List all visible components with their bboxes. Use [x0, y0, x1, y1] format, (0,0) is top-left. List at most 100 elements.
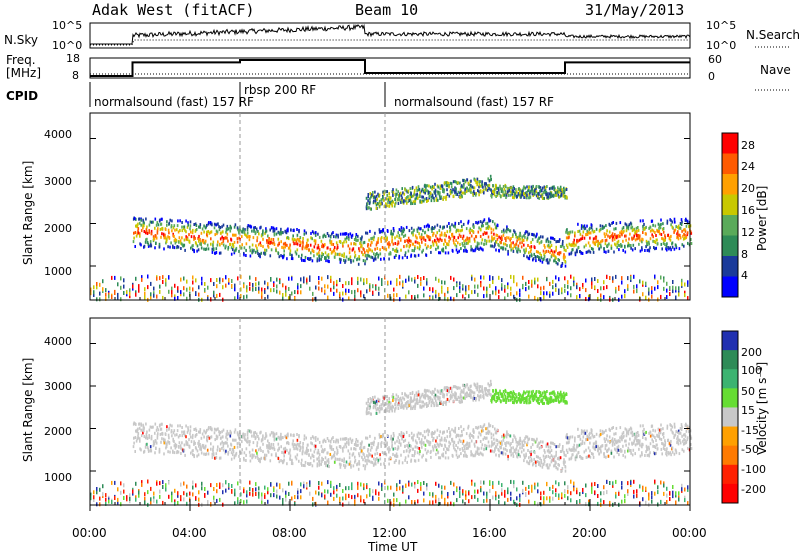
velocity-cell — [222, 435, 224, 439]
velocity-cell — [687, 446, 689, 450]
power-cell — [144, 231, 147, 235]
velocity-cell — [324, 456, 327, 460]
power-cell — [485, 182, 487, 186]
power-cell — [506, 225, 508, 229]
power-cell — [400, 237, 402, 241]
power-cell — [352, 259, 355, 263]
power-cell — [296, 242, 299, 246]
power-cell — [523, 234, 525, 238]
power-cell — [659, 223, 661, 227]
power-cell — [576, 238, 578, 242]
power-cell — [215, 247, 218, 251]
power-cell — [370, 195, 372, 199]
power-near-range-cell — [669, 292, 671, 296]
power-cell — [420, 227, 422, 231]
power-cell — [614, 233, 616, 237]
power-cell — [306, 238, 309, 242]
velocity-cell — [342, 437, 344, 441]
power-cell — [665, 244, 668, 248]
velocity-cell — [549, 456, 551, 460]
power-cell — [194, 229, 197, 233]
power-cell — [642, 224, 644, 228]
power-cell — [241, 235, 243, 239]
power-near-range-cell — [621, 294, 623, 299]
power-cell — [414, 197, 417, 201]
power-near-range-cell — [507, 282, 509, 287]
power-cell — [430, 195, 433, 199]
power-cell — [673, 230, 675, 234]
power-cell — [656, 242, 659, 246]
velocity-cell — [503, 435, 505, 439]
power-cell — [534, 246, 536, 250]
power-cell — [489, 174, 492, 178]
power-cell — [145, 228, 148, 232]
power-cell — [540, 253, 542, 257]
power-near-range-cell — [180, 277, 182, 282]
power-cell — [564, 194, 566, 198]
power-cell — [154, 226, 156, 230]
velocity-cell — [268, 444, 271, 448]
power-cell — [524, 235, 526, 239]
power-cell — [457, 181, 459, 185]
velocity-cell — [252, 441, 255, 445]
velocity-cell — [664, 439, 666, 443]
power-near-range-cell — [642, 282, 644, 287]
power-near-range-cell — [201, 281, 203, 286]
velocity-cell — [272, 431, 275, 435]
power-cell — [568, 232, 571, 236]
power-cell — [298, 254, 300, 258]
power-cell — [275, 232, 278, 236]
velocity-cell — [501, 451, 503, 455]
power-cell — [439, 197, 441, 200]
power-cell — [441, 185, 444, 189]
power-cell — [431, 194, 434, 198]
power-cell — [512, 196, 514, 199]
power-cell — [349, 255, 352, 259]
power-cell — [435, 194, 437, 198]
power-near-range-cell — [177, 288, 179, 293]
velocity-cell — [189, 425, 192, 429]
velocity-cell — [310, 441, 312, 445]
velocity-cell — [403, 450, 405, 454]
power-cell — [528, 186, 530, 190]
power-cell — [568, 242, 571, 246]
power-cell — [196, 244, 199, 248]
velocity-cell — [598, 452, 601, 456]
power-cell — [225, 244, 227, 248]
velocity-cell — [330, 445, 333, 449]
power-cell — [387, 198, 390, 202]
velocity-cell — [295, 457, 298, 461]
velocity-cell — [657, 435, 660, 439]
power-cell — [282, 246, 285, 250]
velocity-cell — [490, 444, 493, 448]
power-cell — [250, 225, 253, 229]
power-cell — [661, 247, 663, 251]
power-near-range-cell — [678, 292, 680, 297]
power-cell — [686, 233, 689, 237]
power-cell — [561, 264, 563, 268]
power-cell — [212, 244, 214, 248]
power-cell — [673, 217, 676, 221]
power-cell — [565, 230, 567, 234]
power-cell — [246, 225, 249, 229]
power-cell — [377, 238, 379, 242]
power-cell — [204, 239, 207, 243]
power-near-range-cell — [597, 279, 599, 283]
velocity-cell — [615, 441, 618, 445]
velocity-cell — [444, 444, 447, 448]
velocity-cell — [236, 442, 239, 446]
velocity-cell — [418, 452, 421, 456]
power-cell — [475, 235, 477, 239]
power-cell — [562, 240, 564, 243]
velocity-cell — [683, 433, 685, 437]
power-cell — [473, 237, 476, 241]
velocity-cell — [383, 462, 386, 466]
power-near-range-cell — [351, 290, 353, 295]
power-cell — [592, 250, 595, 254]
velocity-cell — [388, 457, 390, 461]
power-cell — [618, 244, 621, 248]
velocity-cell — [306, 446, 308, 450]
velocity-cell — [219, 456, 222, 460]
power-cell — [322, 234, 325, 238]
power-near-range-cell — [396, 293, 398, 298]
